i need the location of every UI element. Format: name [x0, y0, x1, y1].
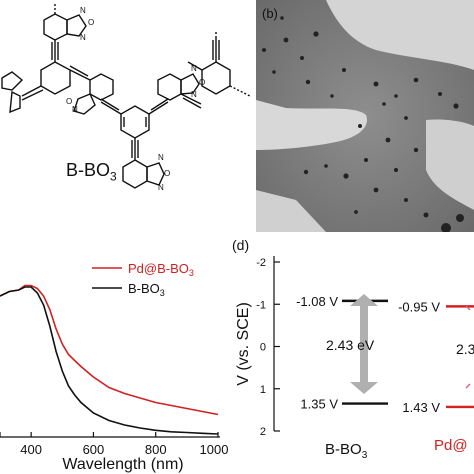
y-axis-label: V (vs. SCE)	[235, 302, 252, 386]
energy-level-label: 1.35 V	[300, 397, 338, 412]
x-tick-label: 800	[145, 442, 167, 457]
svg-text:O: O	[88, 18, 94, 27]
compound-subscript: 3	[110, 169, 117, 184]
svg-text:O: O	[199, 78, 205, 87]
compound-label: B-BO3	[66, 160, 117, 184]
panel-d-energy-diagram: (d) -2 -1 0 1 2 V (vs. SCE) -1.08 V 1.35 V -0.…	[230, 236, 474, 474]
svg-text:N: N	[80, 33, 86, 42]
legend-label: B-BO3	[128, 281, 165, 298]
svg-text:N: N	[158, 183, 164, 192]
y-tick-label: -1	[256, 299, 266, 311]
mid-right-benzoxadiazole-ring	[157, 73, 182, 101]
svg-text:N: N	[80, 6, 86, 15]
svg-text:N: N	[72, 105, 78, 114]
svg-text:N: N	[191, 64, 197, 73]
absorption-chart-svg: 400 600 800 1000 Pd@B-BO3 B-BO3 Wavelength (…	[0, 261, 229, 473]
mid-left-benzoxadiazole-ring	[89, 73, 114, 101]
x-tick-label: 600	[83, 442, 105, 457]
gap-label-1: 2.43 eV	[326, 337, 375, 353]
band-gap-arrow	[350, 294, 378, 394]
svg-text:N: N	[158, 153, 164, 162]
central-benzene-ring	[120, 105, 150, 139]
panel-b-label: (b)	[262, 6, 278, 21]
x-tick-label: 1000	[200, 442, 229, 457]
series-line-1	[0, 286, 219, 435]
svg-text:O: O	[66, 97, 72, 106]
panel-d-label: (d)	[232, 237, 249, 253]
bottom-benzoxadiazole-ring	[122, 159, 148, 189]
series-line-0	[0, 284, 219, 416]
left-benzene-ring	[40, 61, 71, 95]
y-tick-label: 2	[260, 426, 266, 438]
svg-text:O: O	[164, 169, 170, 178]
right-benzene-ring	[201, 61, 231, 95]
y-tick-label: 1	[260, 384, 266, 396]
energy-diagram-svg: (d) -2 -1 0 1 2 V (vs. SCE) -1.08 V 1.35 V -0.…	[232, 237, 474, 461]
panel-c-absorption-chart: 400 600 800 1000 Pd@B-BO3 B-BO3 Wavelength (…	[0, 236, 230, 474]
compound-name: B-BO	[66, 160, 111, 180]
y-tick-label: -2	[256, 257, 266, 269]
energy-level-label: -1.08 V	[296, 294, 338, 309]
molecule-structure-drawing: NON NO NON NON	[1, 4, 251, 192]
energy-level-label: 1.43 V	[402, 400, 440, 415]
gap-label-2: 2.3	[456, 341, 474, 357]
tem-micrograph	[256, 0, 474, 232]
energy-level-label: -0.95 V	[398, 299, 440, 314]
svg-text:N: N	[191, 90, 197, 99]
panel-b-tem-image: (b)	[256, 0, 474, 232]
top-benzoxadiazole-ring	[43, 13, 68, 41]
x-tick-label: 400	[20, 442, 42, 457]
legend-label: Pd@B-BO3	[128, 261, 194, 278]
compound-1-label: B-BO3	[325, 441, 368, 461]
compound-2-label: Pd@	[434, 437, 468, 454]
x-axis-label: Wavelength (nm)	[62, 456, 183, 473]
y-tick-label: 0	[260, 342, 266, 354]
nanoparticle-dots	[262, 16, 464, 232]
